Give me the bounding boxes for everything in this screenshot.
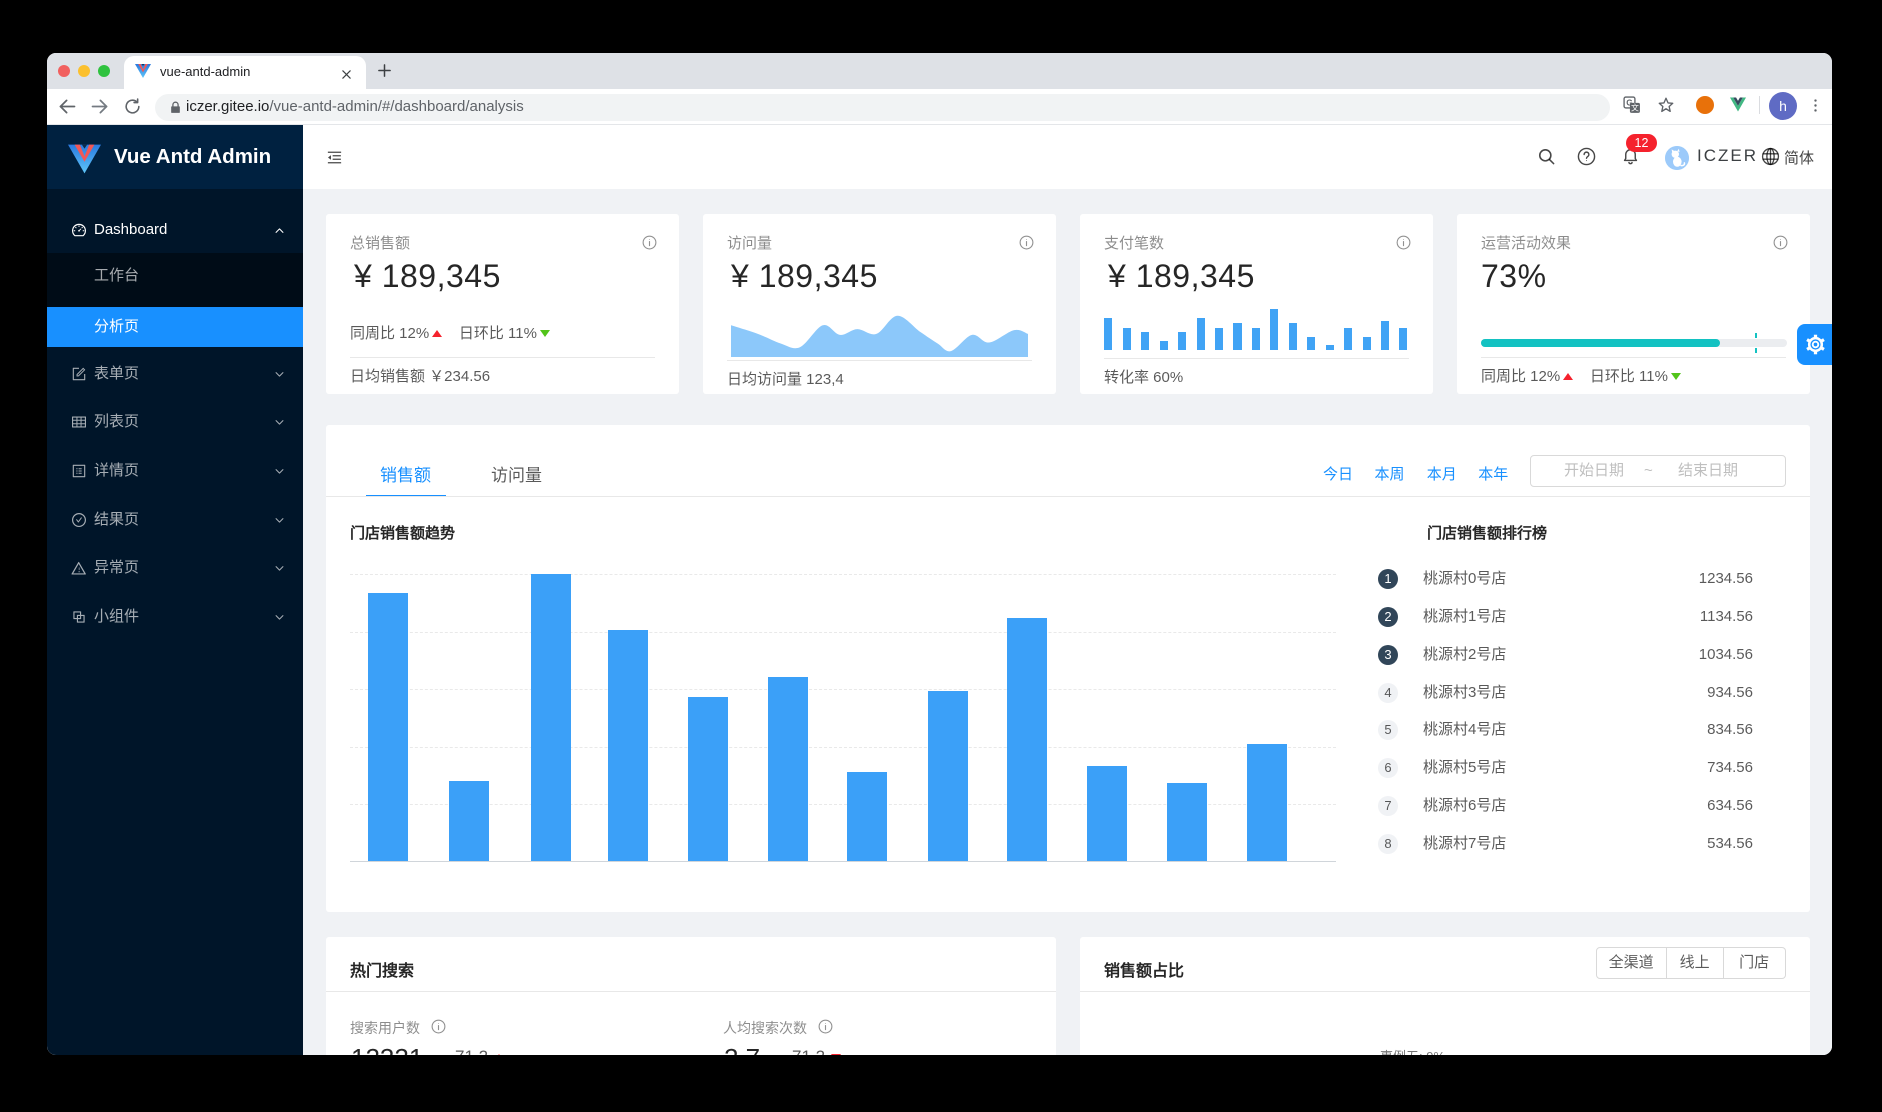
svg-text:文: 文 bbox=[1631, 103, 1639, 113]
svg-text:G: G bbox=[1626, 98, 1632, 108]
